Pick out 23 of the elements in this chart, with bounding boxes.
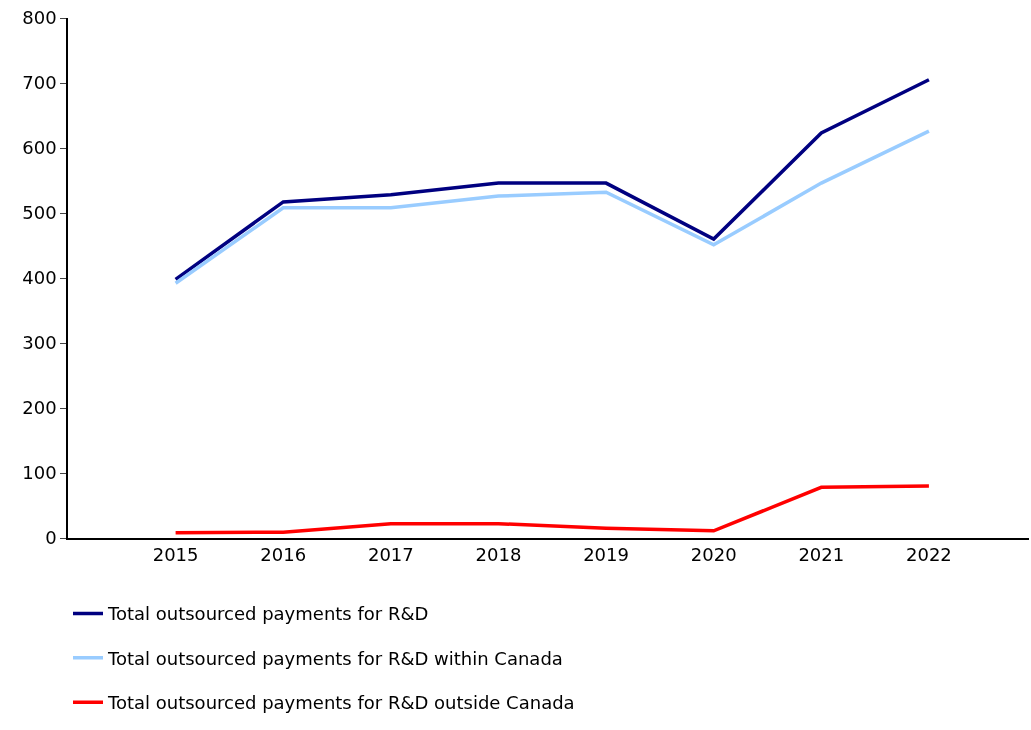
x-tick-label: 2017 <box>367 544 414 566</box>
legend-label: Total outsourced payments for R&D within Canada <box>107 647 563 669</box>
line-series <box>173 129 931 285</box>
line-series <box>173 78 931 282</box>
x-tick-label: 2022 <box>906 544 952 566</box>
x-tick-label: 2020 <box>690 544 737 566</box>
x-tick-label: 2015 <box>152 544 199 566</box>
x-tick-label: 2019 <box>583 544 629 566</box>
y-tick-label: 700 <box>22 72 57 94</box>
y-tick-label: 800 <box>22 7 57 29</box>
y-tick-label: 300 <box>22 332 57 354</box>
y-tick-label: 100 <box>22 462 57 484</box>
line-series <box>173 484 931 535</box>
y-tick-label: 0 <box>45 527 57 549</box>
x-tick-label: 2016 <box>260 544 307 566</box>
y-tick-label: 200 <box>22 397 57 419</box>
legend-label: Total outsourced payments for R&D <box>107 603 429 625</box>
x-tick-label: 2021 <box>798 544 845 566</box>
legend-label: Total outsourced payments for R&D outside Canada <box>107 692 575 714</box>
x-tick-label: 2018 <box>475 544 522 566</box>
y-tick-label: 400 <box>22 267 57 289</box>
y-tick-label: 500 <box>22 202 57 224</box>
y-tick-label: 600 <box>22 137 57 159</box>
